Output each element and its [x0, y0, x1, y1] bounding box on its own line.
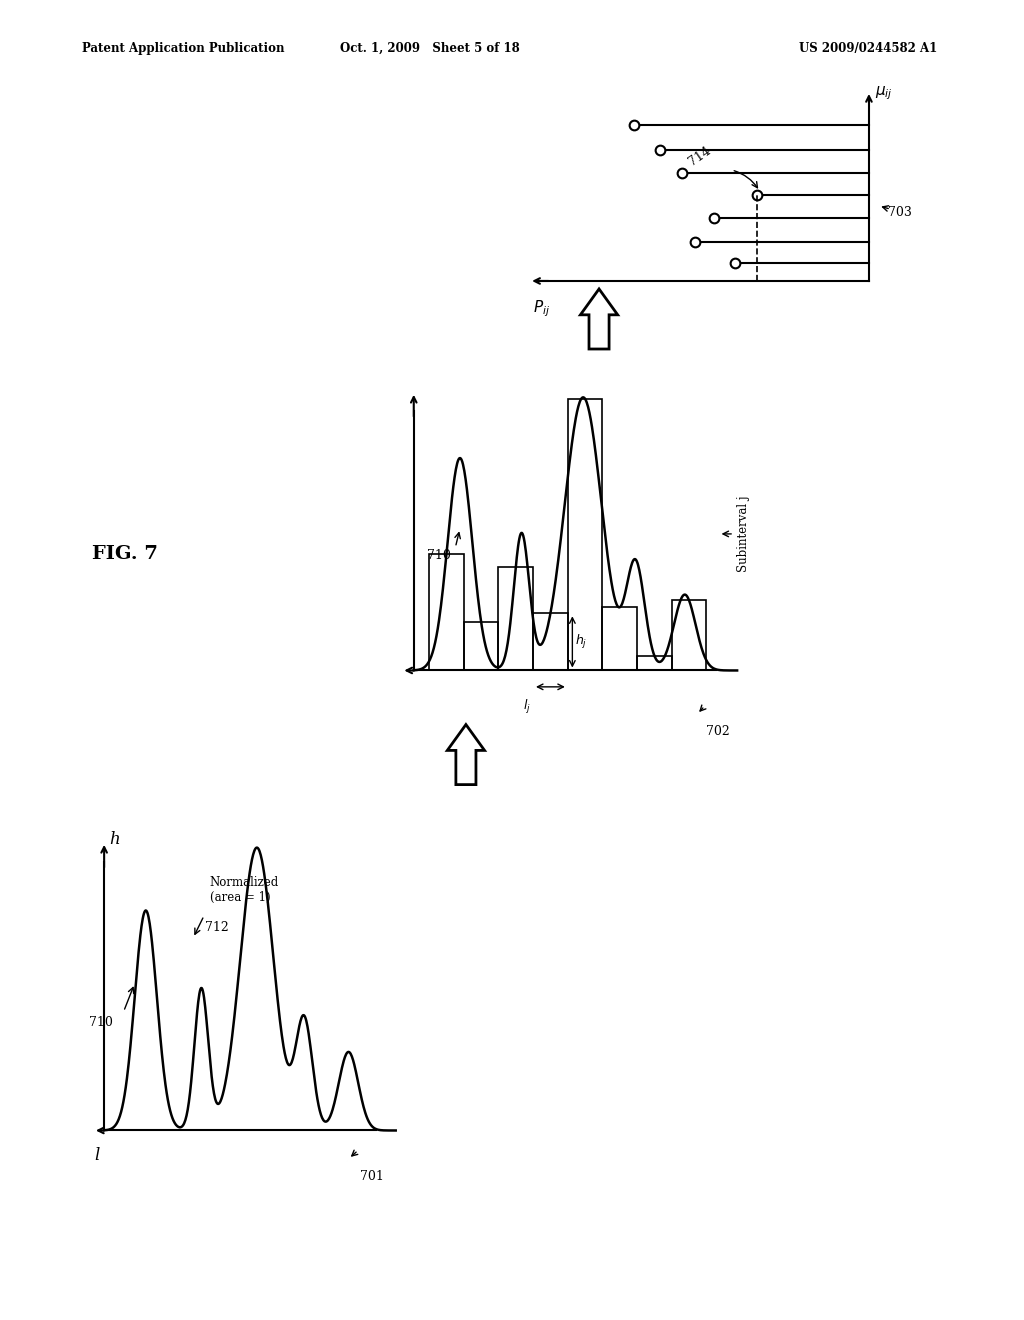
- FancyArrow shape: [447, 725, 484, 784]
- Bar: [464, 622, 499, 671]
- Text: 714: 714: [686, 144, 714, 168]
- Bar: [672, 601, 707, 671]
- Text: l: l: [94, 1147, 100, 1164]
- Text: 701: 701: [359, 1170, 384, 1183]
- Text: h: h: [110, 830, 120, 847]
- Bar: [637, 656, 672, 671]
- Text: Normalized
(area = 1): Normalized (area = 1): [210, 876, 279, 904]
- Text: Patent Application Publication: Patent Application Publication: [82, 42, 285, 55]
- Text: Oct. 1, 2009   Sheet 5 of 18: Oct. 1, 2009 Sheet 5 of 18: [340, 42, 520, 55]
- Text: 710: 710: [427, 549, 451, 562]
- Bar: [499, 568, 534, 671]
- Bar: [567, 399, 602, 671]
- Text: $P_{ij}$: $P_{ij}$: [534, 298, 550, 319]
- Text: 702: 702: [707, 725, 730, 738]
- Bar: [429, 553, 464, 671]
- Bar: [602, 607, 637, 671]
- Text: Subinterval j: Subinterval j: [737, 496, 751, 572]
- Text: $h_j$: $h_j$: [575, 632, 588, 651]
- Text: $\mu_{ij}$: $\mu_{ij}$: [876, 84, 893, 102]
- Text: 710: 710: [89, 1016, 113, 1030]
- Text: 712: 712: [206, 921, 229, 935]
- Text: FIG. 7: FIG. 7: [92, 545, 158, 564]
- Text: 703: 703: [888, 206, 911, 219]
- Bar: [534, 614, 567, 671]
- Text: US 2009/0244582 A1: US 2009/0244582 A1: [799, 42, 937, 55]
- Text: $l_j$: $l_j$: [523, 698, 530, 715]
- FancyArrow shape: [581, 289, 617, 348]
